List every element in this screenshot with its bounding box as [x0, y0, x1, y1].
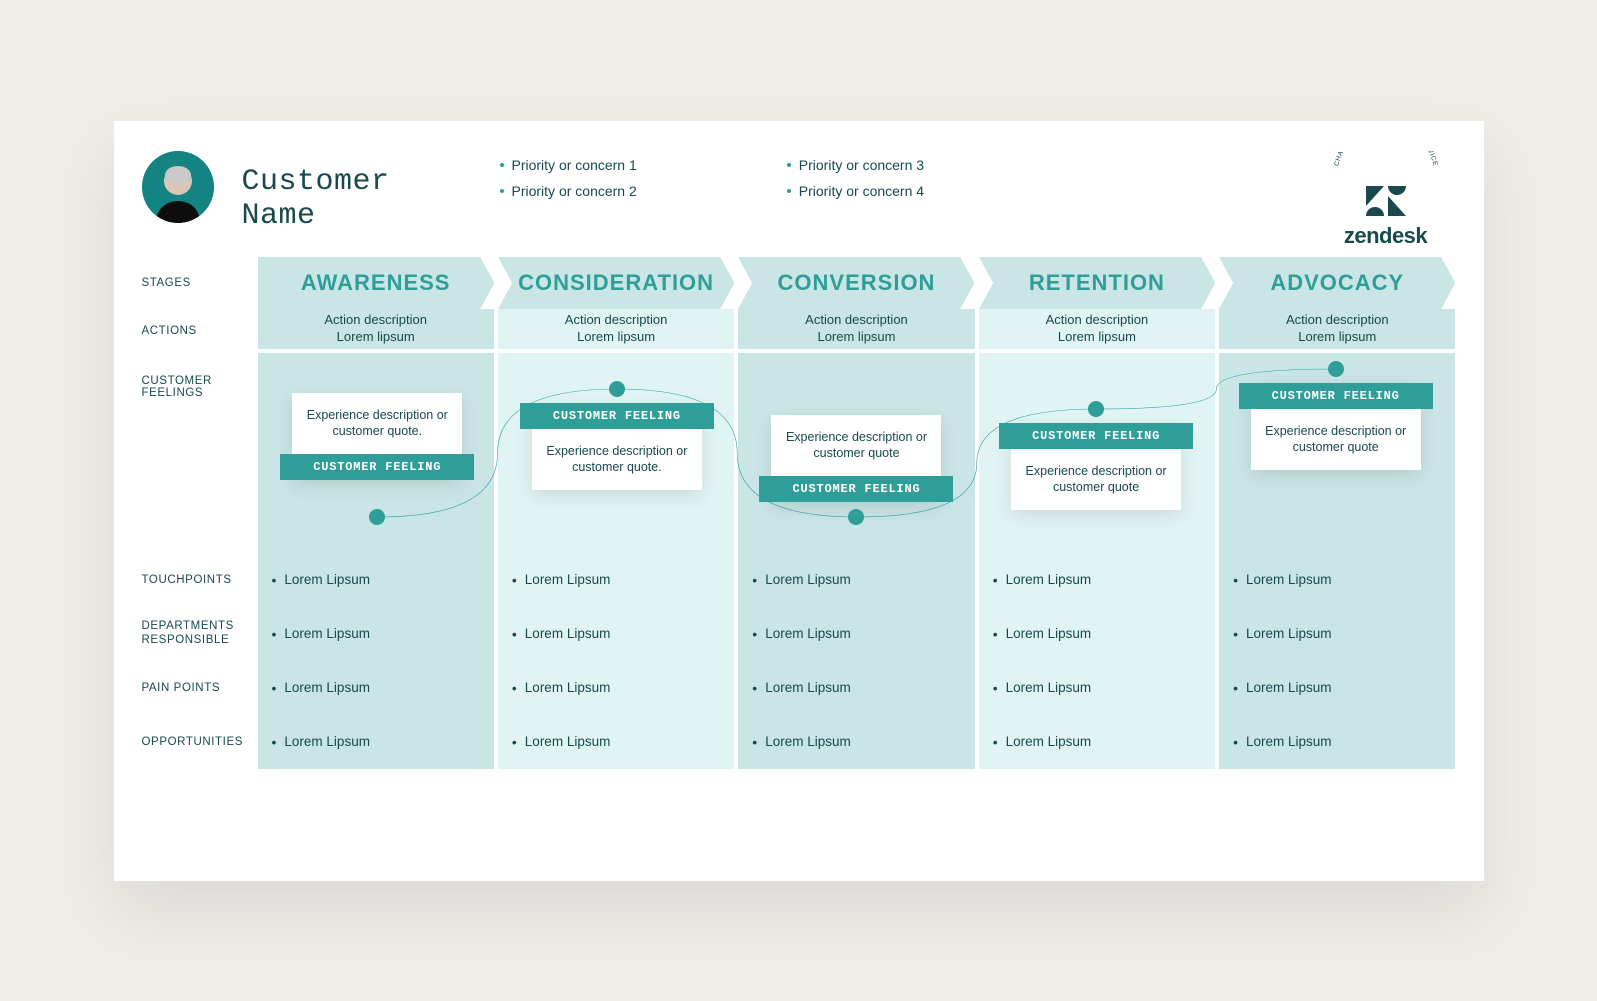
stage-consideration: CONSIDERATION [498, 257, 734, 309]
departments-cell: Lorem Lipsum [738, 607, 974, 661]
priorities-col-1: Priority or concern 1 Priority or concer… [500, 157, 637, 199]
feeling-card: CUSTOMER FEELINGExperience description o… [1251, 383, 1421, 471]
row-label-opportunities: OPPORTUNITIES [142, 715, 254, 769]
stage-retention: RETENTION [979, 257, 1215, 309]
pain-cell: Lorem Lipsum [738, 661, 974, 715]
priority-item: Priority or concern 3 [787, 157, 924, 173]
action-line1: Action description [1286, 312, 1389, 328]
row-label-departments: DEPARTMENTS RESPONSIBLE [142, 607, 254, 661]
customer-name: Customer Name [242, 151, 472, 233]
row-label-actions: ACTIONS [142, 309, 254, 353]
feeling-card: Experience description or customer quote… [771, 415, 941, 503]
journey-grid: STAGES AWARENESS CONSIDERATION CONVERSIO… [142, 239, 1456, 769]
row-label-touchpoints: TOUCHPOINTS [142, 553, 254, 607]
feeling-tag: CUSTOMER FEELING [999, 423, 1193, 449]
feeling-card: CUSTOMER FEELINGExperience description o… [532, 403, 702, 491]
touchpoints-cell: Lorem Lipsum [1219, 553, 1455, 607]
action-line1: Action description [1046, 312, 1149, 328]
departments-cell: Lorem Lipsum [258, 607, 494, 661]
action-cell: Action descriptionLorem lipsum [979, 309, 1215, 353]
opportunities-cell: Lorem Lipsum [258, 715, 494, 769]
logo-arc-text: CHAMPIONS OF CUSTOMER SERVICE [1316, 151, 1456, 179]
departments-cell: Lorem Lipsum [1219, 607, 1455, 661]
departments-cell: Lorem Lipsum [979, 607, 1215, 661]
priorities-col-2: Priority or concern 3 Priority or concer… [787, 157, 924, 199]
feeling-point [1088, 401, 1104, 417]
stage-label: RETENTION [979, 257, 1215, 309]
pain-cell: Lorem Lipsum [258, 661, 494, 715]
action-line2: Lorem lipsum [1058, 329, 1136, 345]
feeling-point [609, 381, 625, 397]
feeling-point [848, 509, 864, 525]
action-line2: Lorem lipsum [337, 329, 415, 345]
feeling-body: Experience description or customer quote… [532, 429, 702, 491]
opportunities-cell: Lorem Lipsum [738, 715, 974, 769]
stage-label: ADVOCACY [1219, 257, 1455, 309]
stage-advocacy: ADVOCACY [1219, 257, 1455, 309]
feeling-point [1328, 361, 1344, 377]
opportunities-cell: Lorem Lipsum [498, 715, 734, 769]
feeling-body: Experience description or customer quote [1011, 449, 1181, 511]
pain-cell: Lorem Lipsum [979, 661, 1215, 715]
row-label-stages: STAGES [142, 257, 254, 309]
action-cell: Action descriptionLorem lipsum [498, 309, 734, 353]
feeling-body: Experience description or customer quote [1251, 409, 1421, 471]
journey-map-card: Customer Name Priority or concern 1 Prio… [114, 121, 1484, 881]
feeling-card: CUSTOMER FEELINGExperience description o… [1011, 423, 1181, 511]
logo-wordmark: zendesk [1316, 223, 1456, 249]
priorities: Priority or concern 1 Priority or concer… [500, 151, 1288, 199]
touchpoints-cell: Lorem Lipsum [258, 553, 494, 607]
feeling-tag: CUSTOMER FEELING [759, 476, 953, 502]
touchpoints-cell: Lorem Lipsum [498, 553, 734, 607]
opportunities-cell: Lorem Lipsum [1219, 715, 1455, 769]
brand-logo: CHAMPIONS OF CUSTOMER SERVICE zendesk [1316, 151, 1456, 249]
stage-label: CONVERSION [738, 257, 974, 309]
priority-item: Priority or concern 2 [500, 183, 637, 199]
pain-cell: Lorem Lipsum [498, 661, 734, 715]
action-line2: Lorem lipsum [577, 329, 655, 345]
feeling-tag: CUSTOMER FEELING [280, 454, 474, 480]
touchpoints-cell: Lorem Lipsum [979, 553, 1215, 607]
priority-item: Priority or concern 1 [500, 157, 637, 173]
feelings-area: Experience description or customer quote… [258, 353, 1456, 553]
feeling-point [369, 509, 385, 525]
departments-cell: Lorem Lipsum [498, 607, 734, 661]
row-label-pain: PAIN POINTS [142, 661, 254, 715]
stage-conversion: CONVERSION [738, 257, 974, 309]
opportunities-cell: Lorem Lipsum [979, 715, 1215, 769]
customer-avatar [142, 151, 214, 223]
row-label-feelings: CUSTOMER FEELINGS [142, 353, 254, 553]
logo-mark-icon [1316, 186, 1456, 221]
action-cell: Action descriptionLorem lipsum [1219, 309, 1455, 353]
touchpoints-cell: Lorem Lipsum [738, 553, 974, 607]
pain-cell: Lorem Lipsum [1219, 661, 1455, 715]
action-line2: Lorem lipsum [1298, 329, 1376, 345]
action-cell: Action descriptionLorem lipsum [738, 309, 974, 353]
stage-awareness: AWARENESS [258, 257, 494, 309]
svg-text:CHAMPIONS OF CUSTOMER SERVICE: CHAMPIONS OF CUSTOMER SERVICE [1333, 151, 1438, 167]
action-line1: Action description [805, 312, 908, 328]
priority-item: Priority or concern 4 [787, 183, 924, 199]
header: Customer Name Priority or concern 1 Prio… [142, 151, 1456, 239]
stage-label: CONSIDERATION [498, 257, 734, 309]
action-line1: Action description [324, 312, 427, 328]
feeling-card: Experience description or customer quote… [292, 393, 462, 481]
feeling-body: Experience description or customer quote [771, 415, 941, 477]
stage-label: AWARENESS [258, 257, 494, 309]
action-line1: Action description [565, 312, 668, 328]
action-line2: Lorem lipsum [817, 329, 895, 345]
action-cell: Action descriptionLorem lipsum [258, 309, 494, 353]
feeling-tag: CUSTOMER FEELING [520, 403, 714, 429]
feeling-tag: CUSTOMER FEELING [1239, 383, 1433, 409]
feeling-body: Experience description or customer quote… [292, 393, 462, 455]
